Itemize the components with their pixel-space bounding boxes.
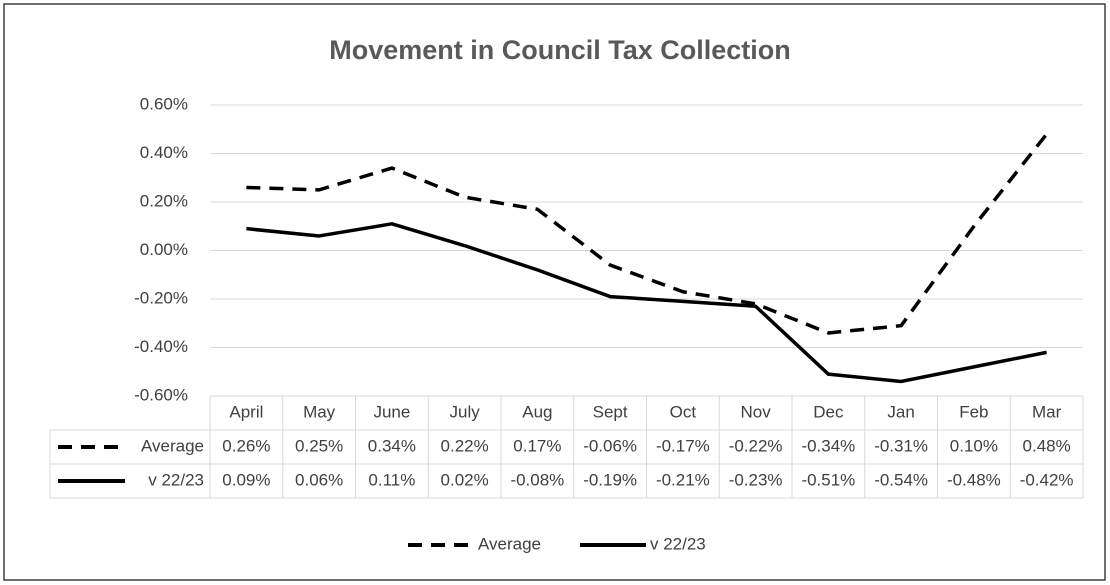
y-tick-label: -0.40% [134, 337, 188, 356]
x-tick-label: May [303, 402, 336, 421]
table-row-label: v 22/23 [148, 470, 204, 489]
data-label: 0.11% [368, 470, 415, 489]
x-tick-label: June [373, 402, 410, 421]
data-label: -0.34% [801, 436, 855, 455]
table-row-label: Average [141, 436, 204, 455]
data-label: -0.17% [656, 436, 710, 455]
data-label: 0.06% [295, 470, 343, 489]
x-tick-label: Aug [522, 402, 552, 421]
data-label: 0.25% [295, 436, 343, 455]
data-label: -0.54% [874, 470, 928, 489]
data-label: -0.19% [583, 470, 637, 489]
y-tick-label: 0.00% [140, 240, 188, 259]
data-label: -0.51% [801, 470, 855, 489]
x-tick-label: Nov [741, 402, 772, 421]
y-tick-label: -0.60% [134, 385, 188, 404]
y-tick-label: 0.40% [140, 143, 188, 162]
data-label: 0.09% [222, 470, 270, 489]
series-line [246, 133, 1049, 335]
data-label: 0.48% [1023, 436, 1071, 455]
data-label: 0.10% [950, 436, 998, 455]
x-tick-label: Dec [813, 402, 844, 421]
data-label: 0.17% [513, 436, 561, 455]
chart-title: Movement in Council Tax Collection [329, 35, 791, 65]
x-tick-label: July [450, 402, 481, 421]
data-label: -0.23% [729, 470, 783, 489]
data-label: -0.48% [947, 470, 1001, 489]
x-tick-label: April [229, 402, 263, 421]
data-label: -0.31% [874, 436, 928, 455]
data-label: -0.42% [1020, 470, 1074, 489]
legend-label: v 22/23 [650, 534, 706, 553]
chart-border [3, 3, 1106, 581]
data-label: 0.34% [368, 436, 416, 455]
data-label: -0.06% [583, 436, 637, 455]
x-tick-label: Mar [1032, 402, 1062, 421]
data-label: 0.02% [441, 470, 489, 489]
y-tick-label: 0.60% [140, 94, 188, 113]
data-label: -0.21% [656, 470, 710, 489]
series-line [246, 222, 1047, 384]
x-tick-label: Feb [959, 402, 988, 421]
y-tick-label: 0.20% [140, 191, 188, 210]
x-tick-label: Oct [670, 402, 697, 421]
x-tick-label: Sept [593, 402, 628, 421]
data-label: 0.26% [222, 436, 270, 455]
x-tick-label: Jan [887, 402, 914, 421]
y-tick-label: -0.20% [134, 288, 188, 307]
data-label: 0.22% [441, 436, 489, 455]
legend-label: Average [478, 534, 541, 553]
data-label: -0.08% [510, 470, 564, 489]
data-label: -0.22% [729, 436, 783, 455]
